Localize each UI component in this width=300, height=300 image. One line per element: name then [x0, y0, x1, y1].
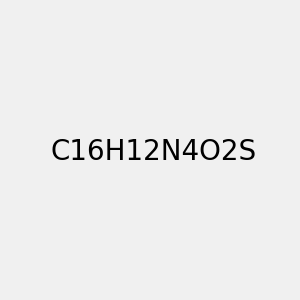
Text: C16H12N4O2S: C16H12N4O2S [51, 137, 257, 166]
